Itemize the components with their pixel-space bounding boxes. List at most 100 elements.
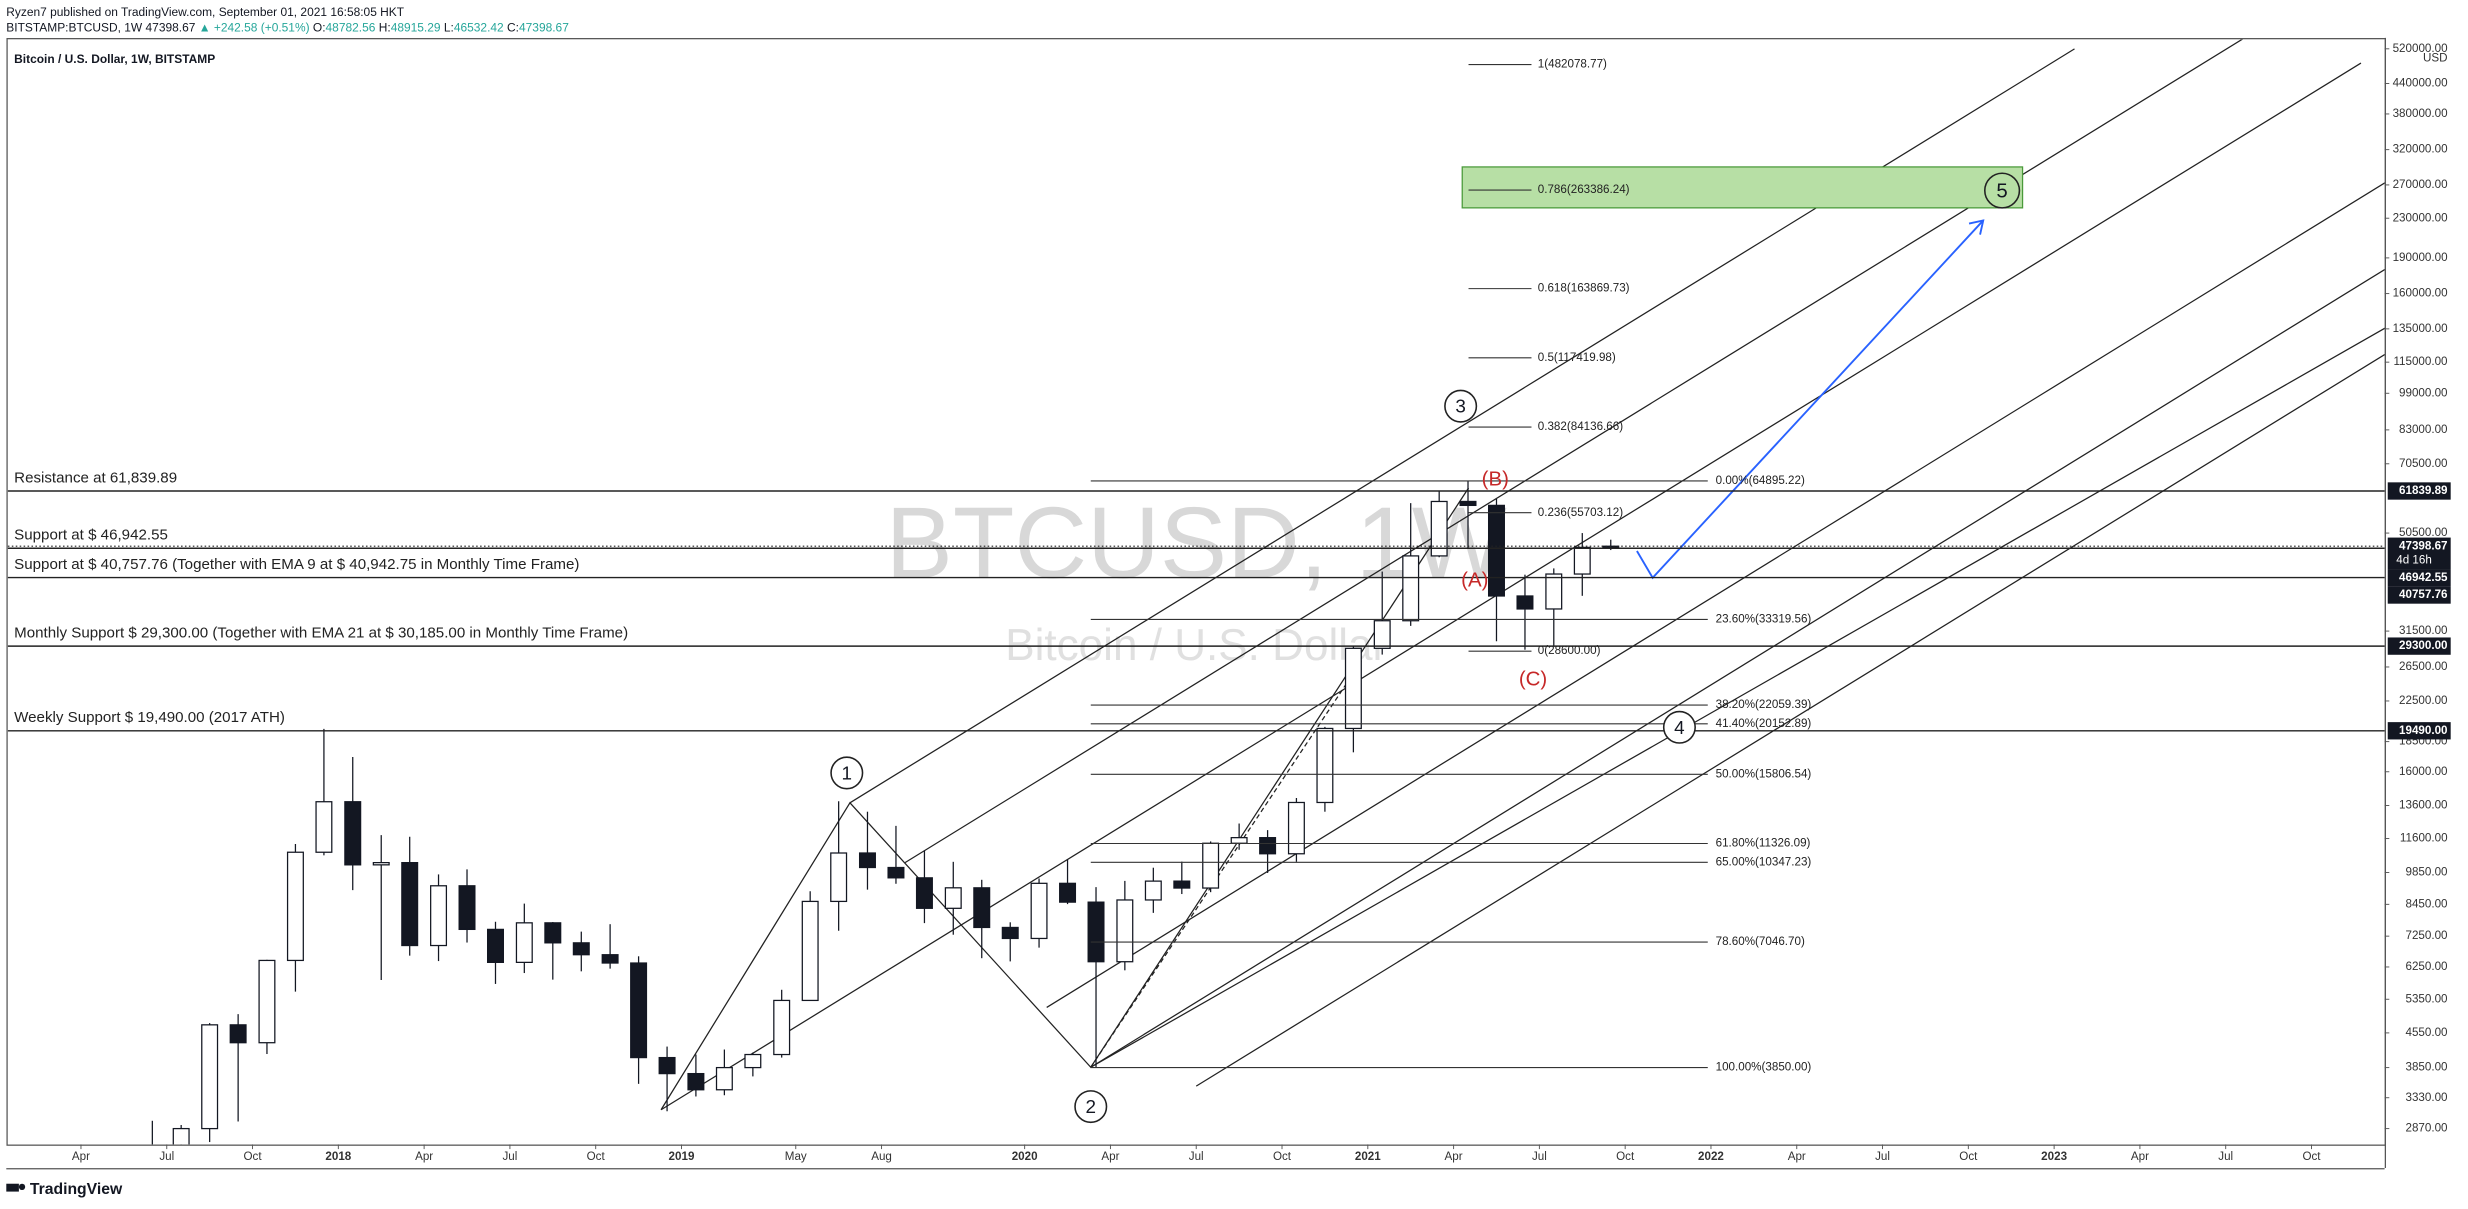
- fib-label: 0.786(263386.24): [1538, 183, 1630, 196]
- fib-label: 0.618(163869.73): [1538, 282, 1630, 295]
- x-tick-label: 2022: [1698, 1150, 1724, 1163]
- fib-label: 38.20%(22059.39): [1716, 698, 1812, 711]
- fib-label: 78.60%(7046.70): [1716, 935, 1805, 948]
- y-tick-label: 16000.00: [2399, 765, 2448, 778]
- x-tick-label: Jul: [1189, 1150, 1204, 1163]
- projection-arrow: [1968, 219, 1985, 235]
- x-tick-label: Oct: [2302, 1150, 2321, 1163]
- fib-label: 0.00%(64895.22): [1716, 474, 1805, 487]
- candle-body: [1430, 500, 1448, 557]
- x-tick-label: Apr: [72, 1150, 90, 1163]
- candle-body: [1459, 500, 1477, 507]
- fib-label: 0(28600.00): [1538, 644, 1601, 657]
- x-tick-label: Oct: [587, 1150, 606, 1163]
- correction-label: (A): [1461, 568, 1488, 591]
- y-unit: USD: [2423, 51, 2448, 64]
- price-tag: [2387, 586, 2451, 604]
- price-tag-label: 19490.00: [2399, 724, 2448, 737]
- y-tick-label: 2870.00: [2406, 1122, 2449, 1135]
- candle-body: [229, 1024, 247, 1044]
- price-tag: [2387, 722, 2451, 740]
- target-zone: [1461, 166, 2024, 209]
- candle-body: [1087, 901, 1105, 963]
- candle-body: [315, 801, 333, 853]
- x-tick-label: Oct: [243, 1150, 262, 1163]
- fib-label: 1(482078.77): [1538, 58, 1607, 71]
- fib-label: 41.40%(20152.89): [1716, 717, 1812, 730]
- y-tick-label: 9850.00: [2406, 866, 2449, 879]
- x-tick-label: 2020: [1012, 1150, 1038, 1163]
- candle-body: [344, 801, 362, 866]
- candle-body: [744, 1053, 762, 1069]
- price-tag: [2387, 537, 2451, 570]
- x-tick-label: Jul: [1532, 1150, 1547, 1163]
- y-tick-label: 270000.00: [2393, 178, 2448, 191]
- level-label: Resistance at 61,839.89: [14, 469, 177, 486]
- candle-body: [1144, 880, 1162, 901]
- candle-body: [1001, 926, 1019, 940]
- ohlc-value: 47398.67: [519, 21, 569, 35]
- candle-body: [286, 851, 304, 962]
- x-tick-label: 2023: [2041, 1150, 2067, 1163]
- candle-body: [1202, 842, 1220, 889]
- candle-body: [430, 885, 448, 947]
- x-tick-label: Oct: [1959, 1150, 1978, 1163]
- overlay: 520000.00 440000.00 380000.00 320000.00 2700…: [7, 42, 2451, 1163]
- wave-label: 4: [1674, 718, 1685, 739]
- x-tick-label: Aug: [871, 1150, 892, 1163]
- x-tick-label: Jul: [502, 1150, 517, 1163]
- fib-label: 100.00%(3850.00): [1716, 1061, 1812, 1074]
- price-tag-label: 47398.67: [2399, 539, 2448, 552]
- y-tick-label: 230000.00: [2393, 211, 2448, 224]
- candle-body: [572, 942, 590, 956]
- candle-body: [1116, 899, 1134, 963]
- x-tick-label: 2018: [325, 1150, 351, 1163]
- logo: TradingView: [6, 1181, 123, 1198]
- x-tick-label: 2021: [1355, 1150, 1381, 1163]
- x-tick-label: Jul: [1875, 1150, 1890, 1163]
- level-label: Weekly Support $ 19,490.00 (2017 ATH): [14, 709, 285, 726]
- candle-body: [1516, 595, 1534, 610]
- candle-body: [1173, 880, 1191, 889]
- candle-body: [801, 900, 819, 1002]
- candle-body: [1373, 620, 1391, 649]
- candle-body: [944, 887, 962, 909]
- y-tick-label: 135000.00: [2393, 322, 2448, 335]
- candle-body: [858, 852, 876, 869]
- correction-label: (B): [1482, 468, 1509, 491]
- ohlc-key: H:: [379, 21, 391, 35]
- y-tick-label: 70500.00: [2399, 457, 2448, 470]
- level-label: Support at $ 46,942.55: [14, 527, 168, 544]
- ohlc-value: 46532.42: [454, 21, 504, 35]
- fib-label: 50.00%(15806.54): [1716, 767, 1812, 780]
- candle-body: [515, 922, 533, 964]
- fib-label: 65.00%(10347.23): [1716, 855, 1812, 868]
- ohlc-key: O:: [313, 21, 326, 35]
- candle-body: [201, 1024, 219, 1130]
- y-tick-label: 50500.00: [2399, 526, 2448, 539]
- wave-label: 1: [842, 763, 852, 784]
- candle-body: [1402, 555, 1420, 622]
- y-tick-label: 4550.00: [2406, 1026, 2449, 1039]
- y-tick-label: 22500.00: [2399, 694, 2448, 707]
- x-tick-label: Oct: [1616, 1150, 1635, 1163]
- wave-circle: [1444, 389, 1478, 423]
- candle-body: [1259, 837, 1277, 855]
- candle-body: [1316, 727, 1334, 804]
- author-line: Ryzen7 published on TradingView.com, Sep…: [6, 5, 405, 19]
- price-tag-label: 40757.76: [2399, 588, 2448, 601]
- x-tick-label: Jul: [2218, 1150, 2233, 1163]
- candle-body: [1030, 882, 1048, 940]
- ohlc-key: L:: [444, 21, 454, 35]
- y-tick-label: 520000.00: [2393, 42, 2448, 55]
- level-label: Monthly Support $ 29,300.00 (Together wi…: [14, 625, 628, 642]
- candle-body: [915, 877, 933, 909]
- candle-body: [1573, 546, 1591, 575]
- y-tick-label: 83000.00: [2399, 423, 2448, 436]
- candle-body: [630, 962, 648, 1059]
- ohlc-value: 48915.29: [391, 21, 441, 35]
- candle-body: [1487, 504, 1505, 597]
- wave-circle: [830, 756, 864, 790]
- price-tag-label: 29300.00: [2399, 639, 2448, 652]
- y-tick-label: 31500.00: [2399, 624, 2448, 637]
